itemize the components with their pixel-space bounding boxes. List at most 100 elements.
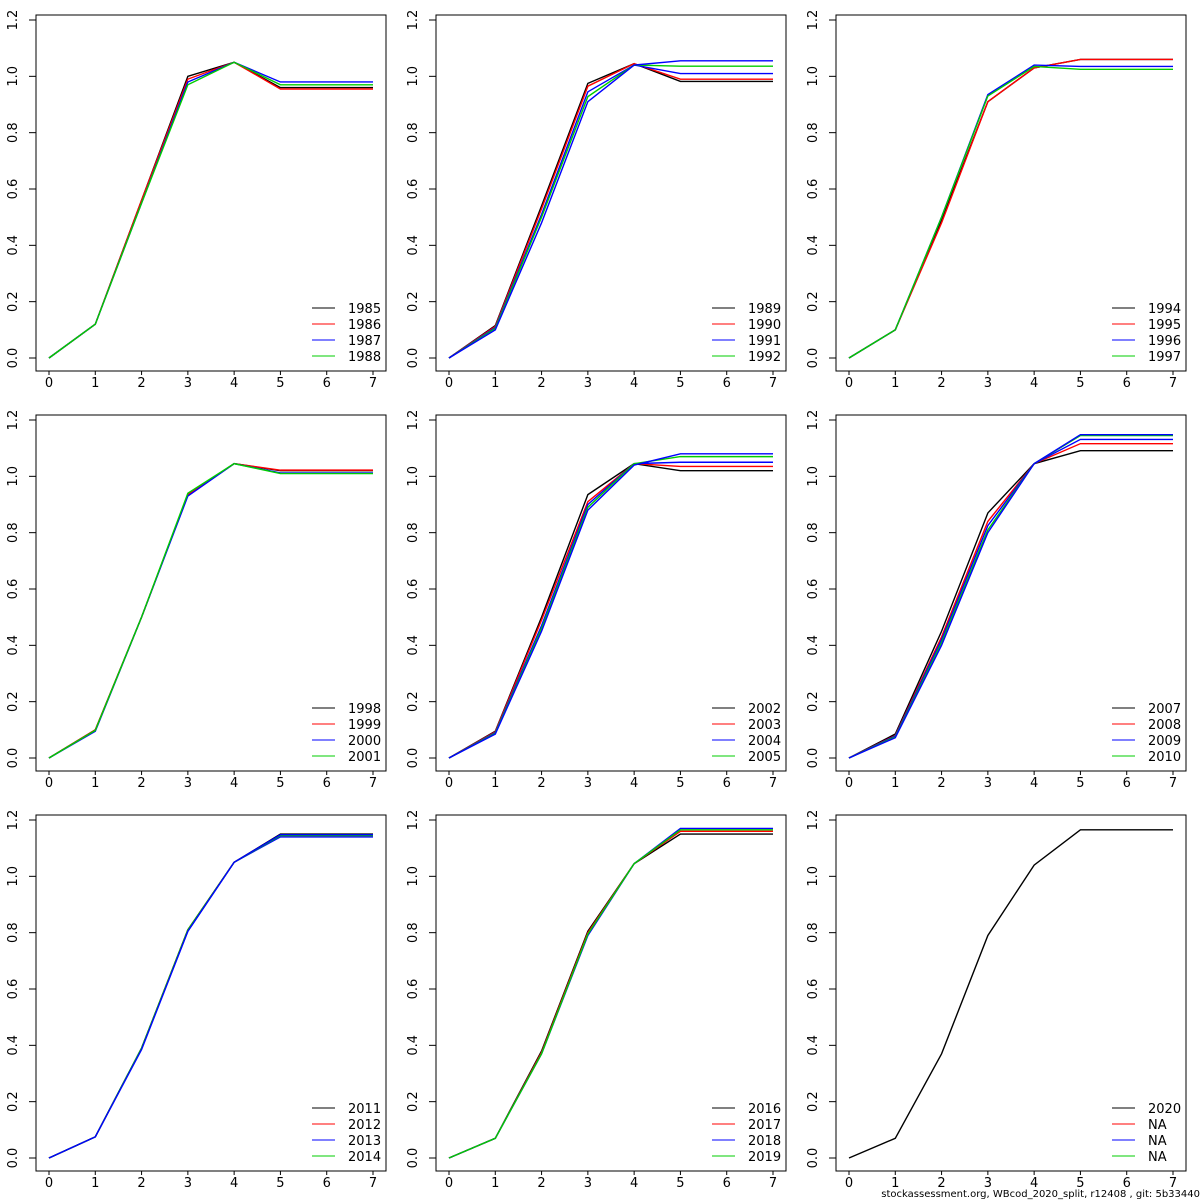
legend-label: 2020 <box>1148 1102 1181 1117</box>
series-line-2002 <box>448 462 773 759</box>
y-tick-label: 1.2 <box>6 410 21 431</box>
chart-panel-7: 0 1 2 3 4 5 6 70.00.20.40.60.81.01.220112012201… <box>6 810 387 1191</box>
y-tick-label: 0.8 <box>806 922 821 943</box>
x-tick-label: 0 <box>45 776 53 791</box>
legend-label: 2009 <box>1148 734 1181 749</box>
x-tick-label: 1 <box>891 376 899 391</box>
series-line-2010 <box>848 434 1173 759</box>
legend-label: 1987 <box>348 334 381 349</box>
plot-frame <box>835 14 1187 372</box>
legend-label: 2007 <box>1148 702 1181 717</box>
x-tick-label: 1 <box>491 1176 499 1191</box>
legend-label: 2005 <box>748 750 781 765</box>
y-tick-label: 1.0 <box>406 866 421 887</box>
y-tick-label: 0.2 <box>6 691 21 712</box>
series-line-1995 <box>848 58 1173 359</box>
x-tick-label: 6 <box>1123 1176 1131 1191</box>
y-tick-label: 1.2 <box>406 410 421 431</box>
chart-panel-2: 0 1 2 3 4 5 6 70.00.20.40.60.81.01.219891990199… <box>406 10 787 391</box>
x-tick-label: 5 <box>676 776 684 791</box>
x-tick-label: 4 <box>630 776 638 791</box>
legend-label: NA <box>1148 1134 1167 1149</box>
x-tick-label: 3 <box>184 776 192 791</box>
y-tick-label: 0.2 <box>406 1091 421 1112</box>
x-tick-label: 6 <box>723 1176 731 1191</box>
x-tick-label: 0 <box>445 1176 453 1191</box>
x-tick-label: 6 <box>323 376 331 391</box>
legend-label: 2008 <box>1148 718 1181 733</box>
y-tick-label: 0.0 <box>406 348 421 369</box>
chart-panel-4: 0 1 2 3 4 5 6 70.00.20.40.60.81.01.219981999200… <box>6 410 387 791</box>
x-tick-label: 3 <box>584 776 592 791</box>
y-tick-label: 1.2 <box>406 10 421 31</box>
series-line-2012 <box>48 834 373 1159</box>
x-tick-label: 1 <box>91 776 99 791</box>
y-tick-label: 0.0 <box>6 748 21 769</box>
plot-frame <box>435 414 787 772</box>
x-tick-label: 3 <box>984 1176 992 1191</box>
legend-label: NA <box>1148 1150 1167 1165</box>
plot-frame <box>35 14 387 372</box>
legend-label: 2018 <box>748 1134 781 1149</box>
series-line-unlabeled-5 <box>448 60 773 359</box>
y-tick-label: 0.2 <box>806 1091 821 1112</box>
x-tick-label: 3 <box>184 1176 192 1191</box>
legend-label: NA <box>1148 1118 1167 1133</box>
y-tick-label: 0.2 <box>6 291 21 312</box>
y-tick-label: 0.8 <box>406 522 421 543</box>
y-tick-label: 0.4 <box>406 235 421 256</box>
series-line-2019 <box>448 829 773 1159</box>
y-tick-label: 0.6 <box>6 979 21 1000</box>
x-tick-label: 3 <box>984 776 992 791</box>
legend-label: 2013 <box>348 1134 381 1149</box>
y-tick-label: 0.4 <box>6 635 21 656</box>
y-tick-label: 1.2 <box>806 410 821 431</box>
x-tick-label: 4 <box>630 1176 638 1191</box>
y-tick-label: 1.0 <box>406 66 421 87</box>
x-tick-label: 1 <box>491 376 499 391</box>
series-line-2018 <box>448 827 773 1159</box>
legend-label: 2012 <box>348 1118 381 1133</box>
plot-frame <box>835 414 1187 772</box>
footer-credit: stockassessment.org, WBcod_2020_split, r… <box>881 1189 1200 1200</box>
x-tick-label: 4 <box>230 776 238 791</box>
x-tick-label: 6 <box>723 376 731 391</box>
y-tick-label: 1.2 <box>6 10 21 31</box>
x-tick-label: 7 <box>369 776 377 791</box>
x-tick-label: 2 <box>137 376 145 391</box>
y-tick-label: 0.4 <box>806 235 821 256</box>
y-tick-label: 0.4 <box>806 635 821 656</box>
series-line-unlabeled-5 <box>448 453 773 759</box>
y-tick-label: 0.0 <box>806 748 821 769</box>
x-tick-label: 4 <box>1030 1176 1038 1191</box>
y-tick-label: 0.4 <box>6 1035 21 1056</box>
legend-label: 2002 <box>748 702 781 717</box>
series-line-2017 <box>448 830 773 1159</box>
x-tick-label: 6 <box>323 1176 331 1191</box>
legend-label: 2010 <box>1148 750 1181 765</box>
x-tick-label: 2 <box>537 776 545 791</box>
legend-label: 2019 <box>748 1150 781 1165</box>
x-tick-label: 1 <box>91 376 99 391</box>
legend-label: 1999 <box>348 718 381 733</box>
series-line-2000 <box>48 462 373 759</box>
y-tick-label: 0.6 <box>806 979 821 1000</box>
legend-label: 1990 <box>748 318 781 333</box>
y-tick-label: 1.0 <box>6 866 21 887</box>
x-tick-label: 0 <box>445 776 453 791</box>
y-tick-label: 0.6 <box>6 179 21 200</box>
x-tick-label: 3 <box>184 376 192 391</box>
y-tick-label: 0.8 <box>406 122 421 143</box>
y-tick-label: 0.0 <box>6 1148 21 1169</box>
series-line-1999 <box>48 462 373 759</box>
x-tick-label: 3 <box>984 376 992 391</box>
legend-label: 2014 <box>348 1150 381 1165</box>
series-line-1994 <box>848 58 1173 359</box>
